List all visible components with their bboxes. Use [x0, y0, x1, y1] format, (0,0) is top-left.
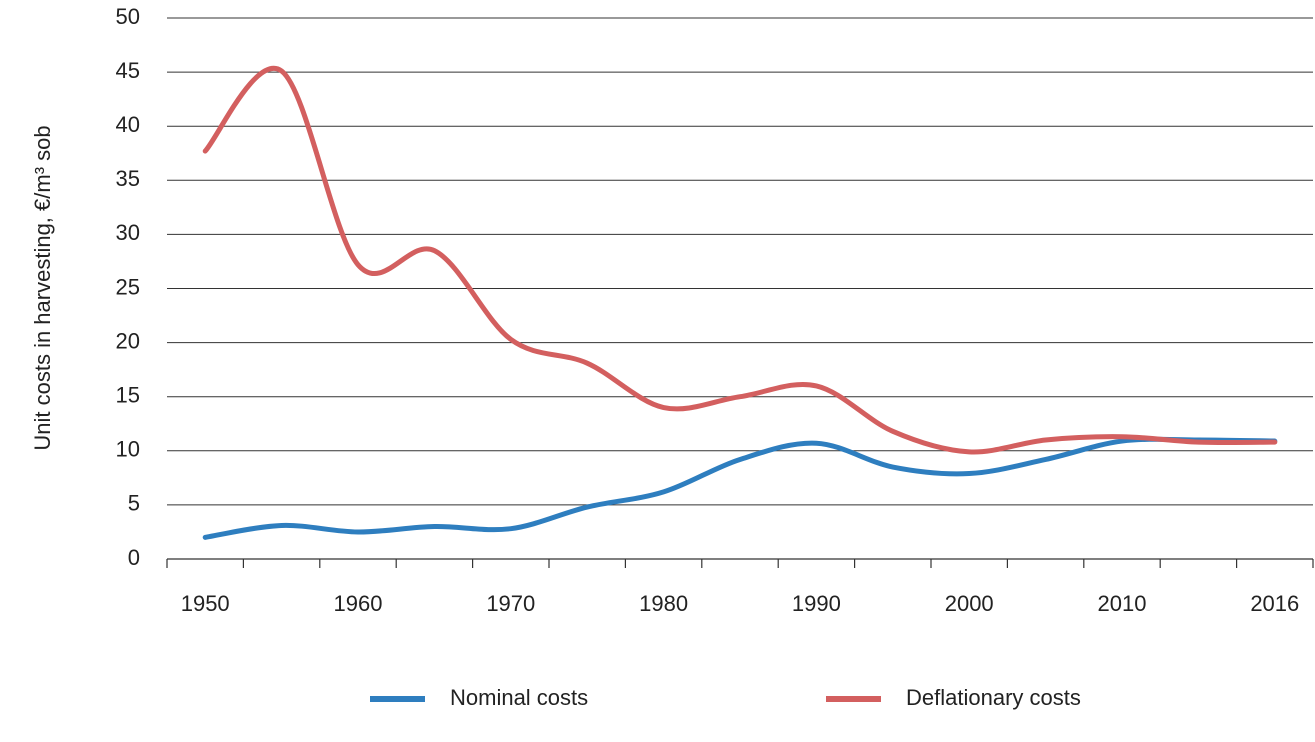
legend-label: Nominal costs	[450, 685, 588, 710]
series-line	[202, 436, 1278, 540]
x-tick-label: 1980	[639, 591, 688, 616]
x-tick-label: 2000	[945, 591, 994, 616]
y-tick-label: 10	[116, 437, 140, 462]
y-tick-label: 5	[128, 491, 140, 516]
y-tick-label: 25	[116, 274, 140, 299]
x-tick-label: 1960	[334, 591, 383, 616]
y-axis-label: Unit costs in harvesting, €/m³ sob	[30, 125, 55, 450]
x-tick-label: 1950	[181, 591, 230, 616]
x-tick-label: 2016	[1250, 591, 1299, 616]
x-tick-label: 1970	[486, 591, 535, 616]
y-tick-label: 30	[116, 220, 140, 245]
x-tick-label: 2010	[1098, 591, 1147, 616]
y-tick-label: 20	[116, 328, 140, 353]
y-tick-label: 50	[116, 4, 140, 29]
y-tick-label: 45	[116, 58, 140, 83]
x-tick-label: 1990	[792, 591, 841, 616]
y-tick-label: 40	[116, 112, 140, 137]
series-line	[202, 65, 1278, 455]
legend-label: Deflationary costs	[906, 685, 1081, 710]
y-tick-label: 15	[116, 383, 140, 408]
y-tick-label: 0	[128, 545, 140, 570]
y-tick-label: 35	[116, 166, 140, 191]
